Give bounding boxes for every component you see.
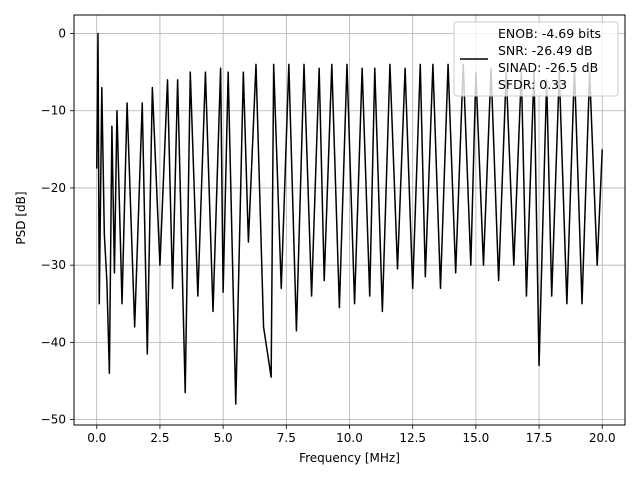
x-axis-label: Frequency [MHz] bbox=[299, 451, 400, 465]
legend-sinad: SINAD: -26.5 dB bbox=[498, 60, 598, 75]
psd-series-line bbox=[96, 32, 603, 405]
x-tick-label: 17.5 bbox=[526, 431, 553, 445]
x-tick-label: 0.0 bbox=[87, 431, 106, 445]
y-tick-label: −20 bbox=[41, 181, 66, 195]
y-tick-label: −30 bbox=[41, 258, 66, 272]
legend-box bbox=[453, 21, 619, 97]
x-tick-label: 12.5 bbox=[399, 431, 426, 445]
y-axis-ticks: 0 −10 −20 −30 −40 −50 bbox=[41, 27, 74, 427]
legend-snr: SNR: -26.49 dB bbox=[498, 43, 593, 58]
x-tick-label: 7.5 bbox=[277, 431, 296, 445]
x-tick-label: 5.0 bbox=[214, 431, 233, 445]
x-tick-label: 2.5 bbox=[150, 431, 169, 445]
x-tick-label: 15.0 bbox=[463, 431, 490, 445]
y-tick-label: 0 bbox=[58, 27, 66, 41]
legend-enob: ENOB: -4.69 bits bbox=[498, 26, 601, 41]
y-tick-label: −50 bbox=[41, 413, 66, 427]
legend: ENOB: -4.69 bits SNR: -26.49 dB SINAD: -… bbox=[453, 21, 619, 97]
y-axis-label: PSD [dB] bbox=[14, 191, 28, 244]
y-tick-label: −10 bbox=[41, 104, 66, 118]
x-axis-ticks: 0.0 2.5 5.0 7.5 10.0 12.5 15.0 17.5 20.0 bbox=[87, 425, 616, 445]
x-tick-label: 10.0 bbox=[336, 431, 363, 445]
y-tick-label: −40 bbox=[41, 335, 66, 349]
x-tick-label: 20.0 bbox=[589, 431, 616, 445]
series-layer bbox=[96, 32, 603, 405]
legend-sfdr: SFDR: 0.33 bbox=[498, 77, 567, 92]
